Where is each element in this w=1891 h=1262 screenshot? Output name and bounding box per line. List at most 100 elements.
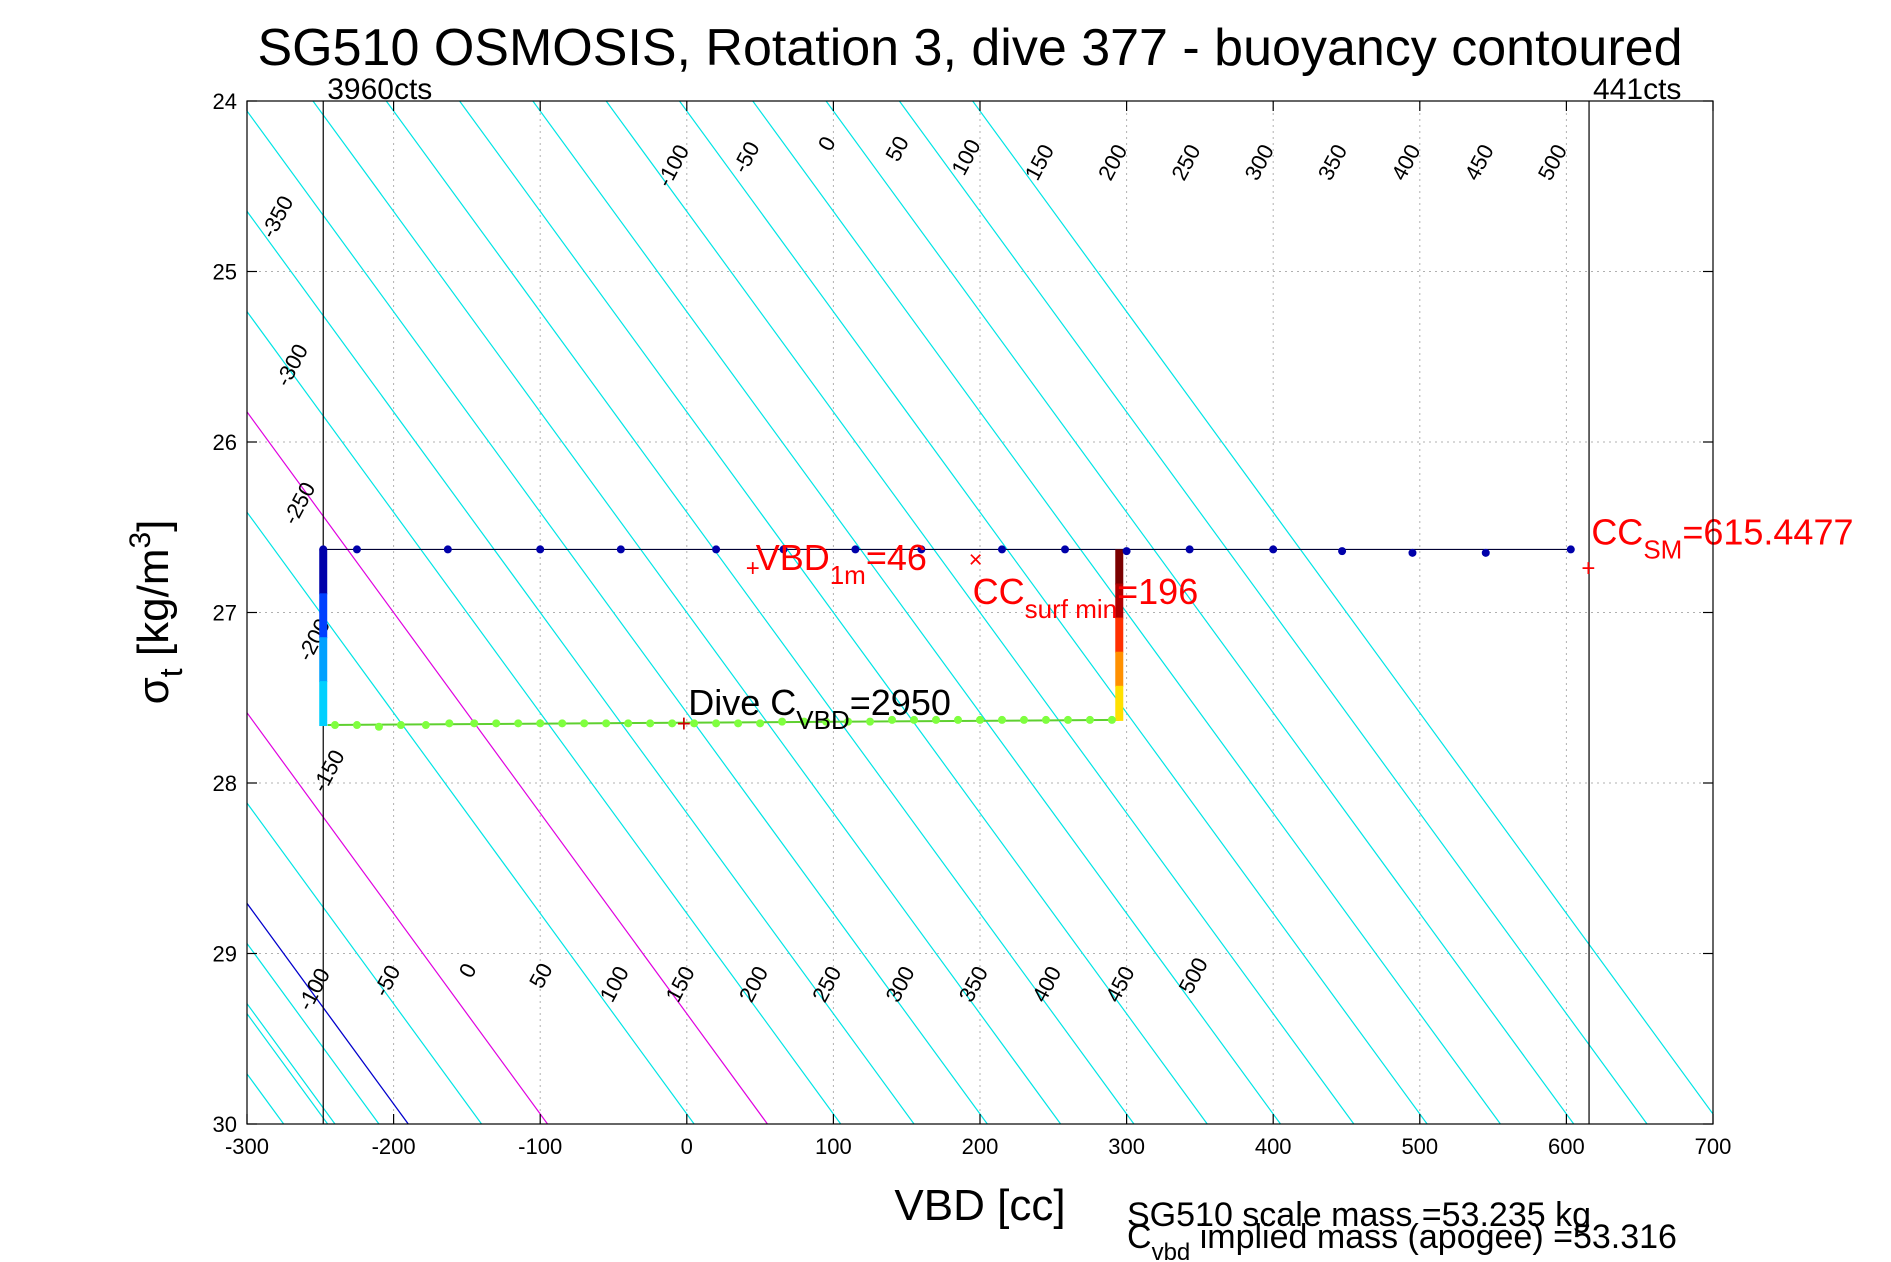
data-point (514, 719, 523, 728)
contour-line (247, 902, 409, 1124)
annotation-sub: 1m (830, 560, 866, 590)
data-point (602, 719, 611, 728)
data-point (1269, 545, 1278, 554)
contour-line (532, 101, 1282, 1124)
footer-scale-mass: SG510 scale mass =53.235 kg (1127, 1196, 1591, 1234)
data-point (756, 719, 765, 728)
data-point (997, 715, 1006, 724)
y-tick-label: 25 (213, 260, 237, 285)
x-tick-label: 200 (962, 1134, 999, 1159)
footer-c: C (1127, 1218, 1152, 1256)
annotation: CCSM=615.4477 (1591, 511, 1853, 564)
contour-line (605, 101, 1355, 1124)
x-tick-label: 400 (1255, 1134, 1292, 1159)
data-point (800, 717, 809, 726)
data-point (536, 719, 545, 728)
contour-line (247, 711, 549, 1124)
annotation-value: =46 (866, 537, 927, 578)
data-point (580, 719, 589, 728)
data-point (1566, 545, 1575, 554)
data-point (1085, 715, 1094, 724)
annotation: Dive CVBD=2950 (688, 682, 951, 735)
y-label-sub: t (153, 668, 189, 677)
footer-vbd-sub: vbd (1152, 1239, 1191, 1262)
y-tick-label: 24 (213, 89, 237, 114)
data-point (844, 717, 853, 726)
x-tick-label: 500 (1401, 1134, 1438, 1159)
annotation: VBD1m=46 (756, 537, 927, 590)
annotations: VBD1m=46 CCsurf min=196 CCSM=615.4477 Dive … (688, 511, 1853, 735)
y-tick-label: 28 (213, 771, 237, 796)
contour-line (385, 101, 1135, 1124)
data-point (1019, 715, 1028, 724)
y-axis-label: σt [kg/m3] (124, 520, 189, 705)
data-point (616, 545, 625, 554)
data-point (888, 715, 897, 724)
data-point (1481, 548, 1490, 557)
data-point (910, 715, 919, 724)
markers: + × + + (677, 547, 1596, 738)
data-point (954, 715, 963, 724)
ascent-column-segment (1115, 583, 1124, 619)
x-tick-label: -100 (518, 1134, 562, 1159)
x-tick-label: -300 (225, 1134, 269, 1159)
footer-implied-mass: Cvbd implied mass (apogee) =53.316 (1127, 1218, 1677, 1262)
data-point (492, 719, 501, 728)
annotation-sub: SM (1643, 534, 1682, 564)
descent-column-segment (319, 637, 328, 683)
contour-line (825, 101, 1575, 1124)
contour-line (247, 310, 842, 1124)
contour-line (898, 101, 1648, 1124)
contour-line (247, 110, 988, 1124)
annotation: CCsurf min=196 (973, 571, 1199, 624)
x-tick-label: -200 (372, 1134, 416, 1159)
descent-column-segment (319, 681, 328, 727)
data-point (822, 717, 831, 726)
contour-line (247, 410, 768, 1124)
y-tick-label: 26 (213, 430, 237, 455)
annotation-main: CC (1591, 511, 1643, 552)
marker: + (746, 555, 760, 582)
y-label-sigma: σ (129, 677, 178, 704)
marker: + (677, 710, 691, 737)
footer-implied-text: implied mass (apogee) =53.316 (1190, 1218, 1677, 1256)
y-axis-ticks: 24 25 26 27 28 29 30 (213, 89, 1713, 1137)
data-point (1408, 548, 1417, 557)
marker: × (969, 547, 983, 574)
data-point (690, 719, 699, 728)
descent-column-segment (319, 549, 328, 595)
ascent-column-segment (1115, 549, 1124, 585)
ascent-column-segment (1115, 651, 1124, 687)
data-point (330, 721, 339, 730)
data-point (421, 721, 430, 730)
data-point (1122, 547, 1131, 556)
data-point (352, 545, 361, 554)
data-point (976, 715, 984, 724)
x-tick-label: 0 (681, 1134, 693, 1159)
annotation-main: VBD (756, 537, 830, 578)
data-point (712, 719, 721, 728)
annotation-sub: surf min (1025, 594, 1117, 624)
descent-column-segment (319, 593, 328, 639)
data-point (1061, 545, 1070, 554)
ascent-column-segment (1115, 685, 1124, 721)
y-tick-label: 29 (213, 942, 237, 967)
contour-line (752, 101, 1501, 1124)
data-point (668, 719, 677, 728)
data-point (851, 545, 860, 554)
data-point (932, 715, 941, 724)
annotation-value: =615.4477 (1682, 511, 1853, 552)
data-point (712, 545, 721, 554)
data-point (1041, 715, 1050, 724)
data-point (445, 719, 454, 728)
contour-line (678, 101, 1428, 1124)
data-point (624, 719, 633, 728)
data-point (558, 719, 567, 728)
x-tick-label: 300 (1108, 1134, 1145, 1159)
data-point (470, 719, 479, 728)
marker: + (1581, 555, 1595, 582)
data-point (778, 717, 787, 726)
annotation-main: Dive C (688, 682, 796, 723)
